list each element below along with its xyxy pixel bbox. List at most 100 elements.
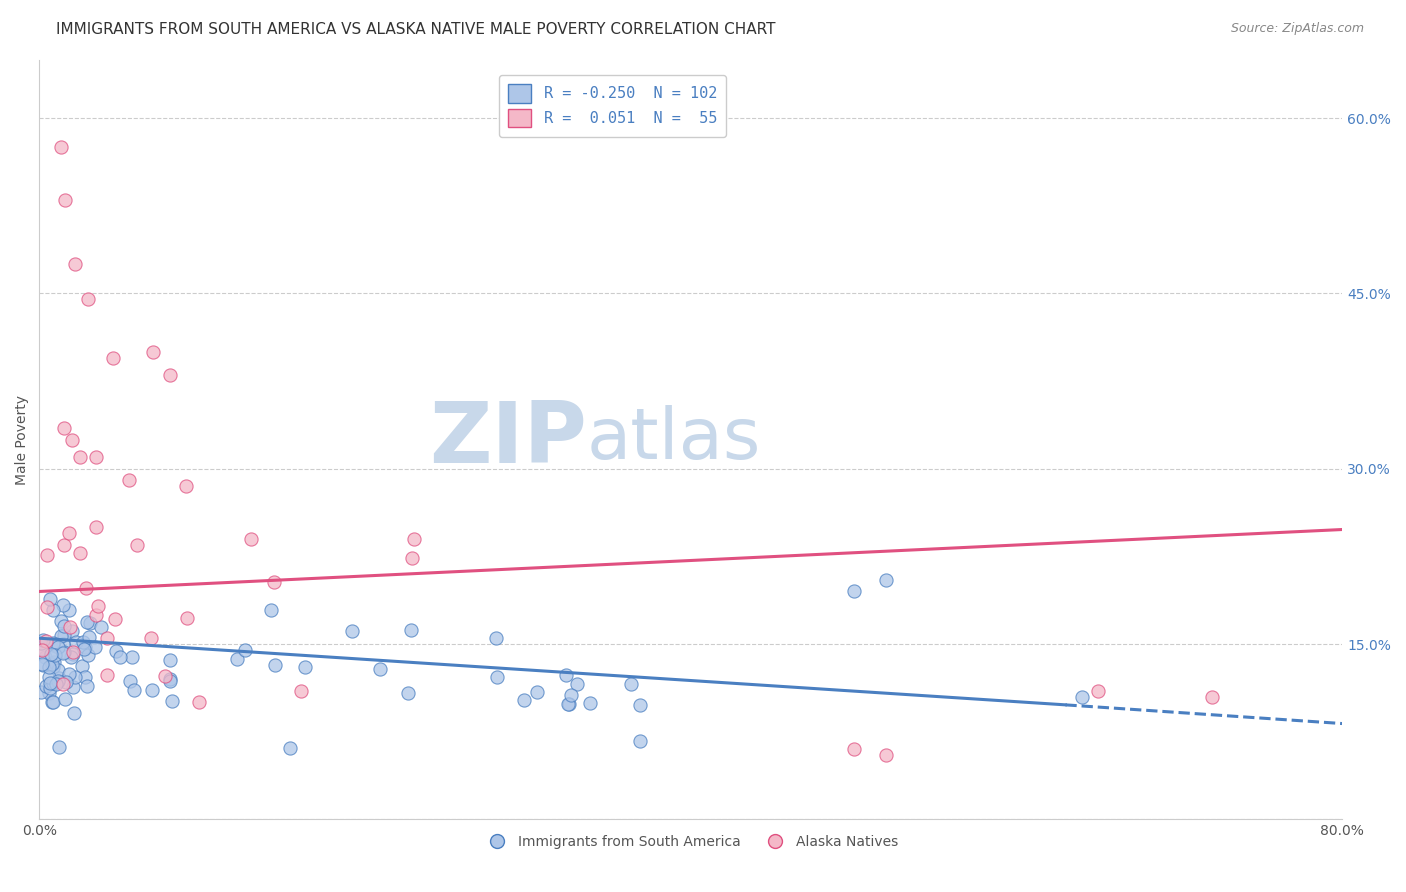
Point	[30, 684, 52, 698]
Point	[38, 660, 60, 674]
Point	[842, 742, 865, 756]
Point	[90, 620, 112, 634]
Point	[31, 641, 53, 656]
Point	[526, 684, 548, 698]
Point	[294, 659, 316, 673]
Point	[44, 655, 66, 669]
Point	[49, 629, 72, 643]
Point	[120, 674, 142, 689]
Point	[44, 648, 66, 662]
Point	[278, 741, 301, 756]
Point	[875, 748, 897, 763]
Point	[52, 421, 75, 435]
Point	[368, 662, 391, 676]
Point	[159, 368, 181, 383]
Text: Source: ZipAtlas.com: Source: ZipAtlas.com	[1230, 22, 1364, 36]
Point	[485, 632, 508, 646]
Point	[84, 640, 107, 655]
Point	[79, 615, 101, 630]
Point	[578, 696, 600, 710]
Point	[73, 642, 96, 657]
Point	[127, 538, 149, 552]
Point	[396, 686, 419, 700]
Point	[52, 538, 75, 552]
Point	[399, 624, 422, 638]
Point	[486, 670, 509, 684]
Point	[60, 650, 83, 665]
Point	[159, 673, 181, 688]
Point	[52, 646, 75, 660]
Point	[42, 695, 65, 709]
Point	[35, 548, 58, 562]
Point	[875, 573, 897, 587]
Point	[42, 638, 65, 652]
Point	[342, 624, 364, 638]
Point	[39, 647, 62, 661]
Point	[565, 676, 588, 690]
Point	[176, 611, 198, 625]
Point	[52, 598, 75, 612]
Point	[42, 676, 65, 690]
Point	[558, 697, 581, 711]
Point	[41, 636, 63, 650]
Point	[402, 532, 425, 546]
Point	[65, 670, 87, 684]
Point	[32, 657, 55, 672]
Point	[77, 292, 100, 306]
Point	[48, 739, 70, 754]
Point	[87, 599, 110, 613]
Point	[48, 672, 70, 686]
Point	[59, 620, 82, 634]
Point	[263, 575, 285, 590]
Point	[70, 659, 93, 673]
Point	[628, 733, 651, 747]
Point	[69, 546, 91, 560]
Point	[62, 680, 84, 694]
Point	[620, 677, 643, 691]
Point	[142, 344, 165, 359]
Point	[260, 603, 283, 617]
Text: ZIP: ZIP	[429, 398, 586, 481]
Point	[104, 643, 127, 657]
Point	[31, 657, 53, 671]
Point	[31, 642, 53, 657]
Y-axis label: Male Poverty: Male Poverty	[15, 394, 30, 484]
Point	[240, 532, 263, 546]
Point	[86, 520, 108, 534]
Point	[60, 433, 83, 447]
Point	[153, 669, 176, 683]
Point	[32, 633, 55, 648]
Point	[38, 686, 60, 700]
Point	[290, 684, 312, 698]
Point	[842, 584, 865, 599]
Point	[159, 653, 181, 667]
Point	[96, 668, 118, 682]
Point	[159, 672, 181, 686]
Point	[84, 608, 107, 623]
Point	[233, 643, 256, 657]
Point	[62, 645, 84, 659]
Point	[52, 677, 75, 691]
Point	[187, 695, 209, 709]
Point	[35, 634, 58, 648]
Point	[560, 688, 582, 702]
Point	[41, 657, 63, 671]
Point	[1201, 690, 1223, 704]
Point	[55, 193, 77, 207]
Legend: Immigrants from South America, Alaska Natives: Immigrants from South America, Alaska Na…	[478, 830, 904, 855]
Point	[628, 698, 651, 713]
Point	[46, 664, 69, 678]
Point	[39, 676, 62, 690]
Point	[65, 257, 87, 271]
Point	[225, 652, 247, 666]
Point	[58, 526, 80, 541]
Point	[104, 612, 127, 626]
Text: IMMIGRANTS FROM SOUTH AMERICA VS ALASKA NATIVE MALE POVERTY CORRELATION CHART: IMMIGRANTS FROM SOUTH AMERICA VS ALASKA …	[56, 22, 776, 37]
Point	[41, 603, 63, 617]
Point	[53, 645, 76, 659]
Point	[557, 697, 579, 711]
Point	[160, 694, 183, 708]
Point	[53, 692, 76, 706]
Point	[513, 693, 536, 707]
Point	[45, 676, 67, 690]
